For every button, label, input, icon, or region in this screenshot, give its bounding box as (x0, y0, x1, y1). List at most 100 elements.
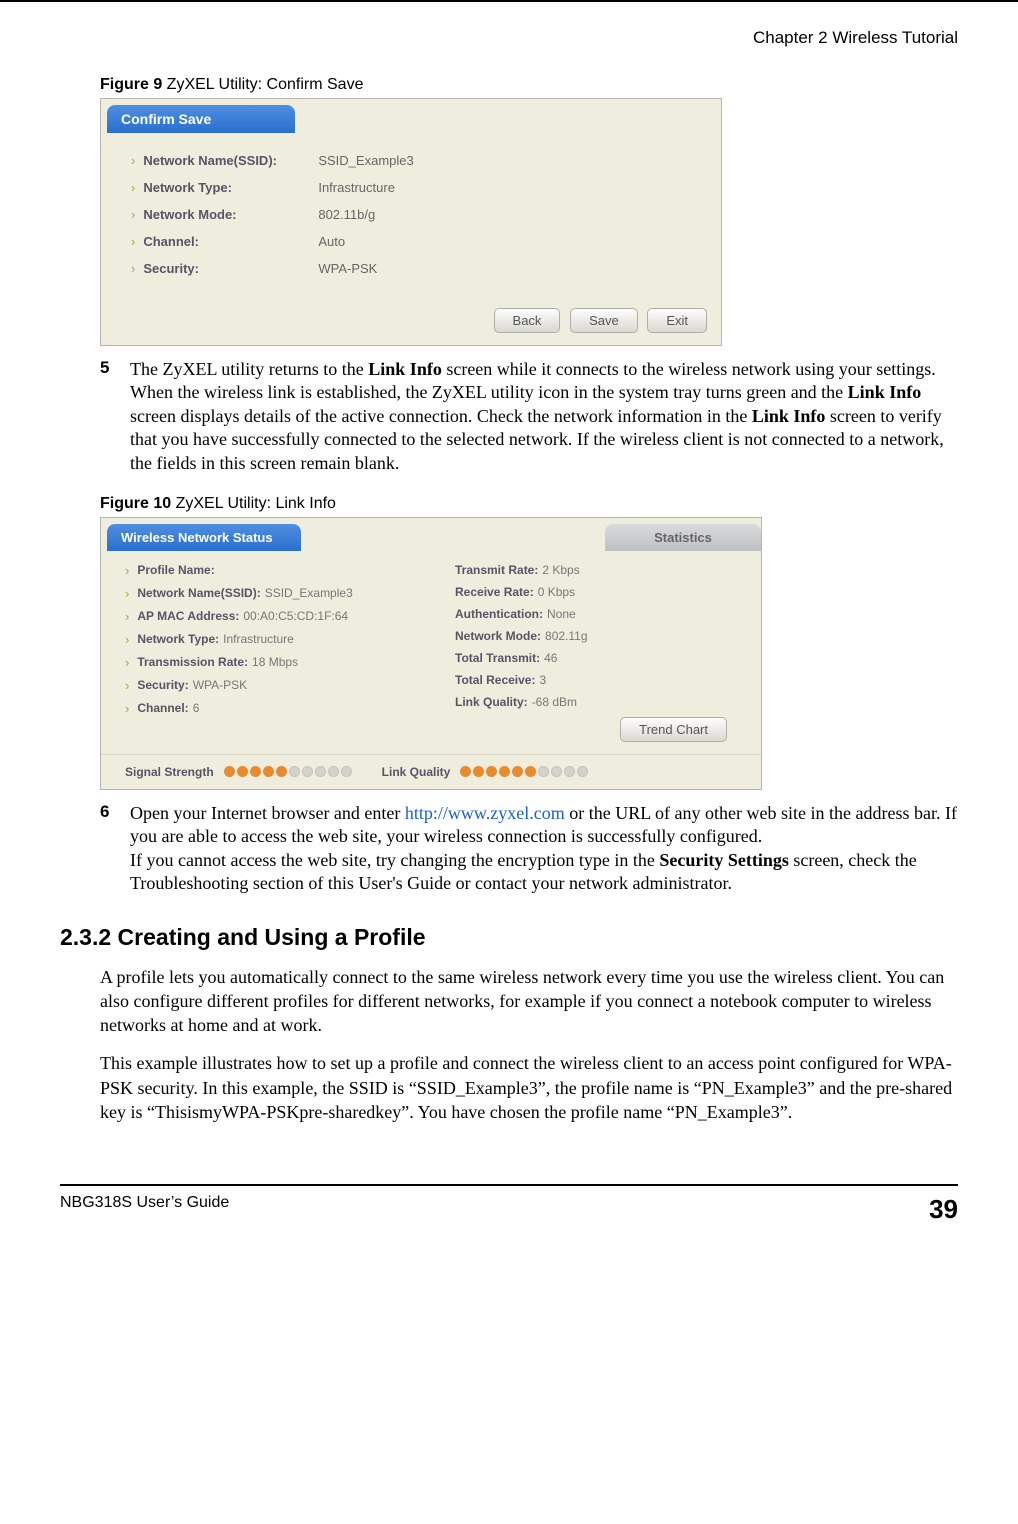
link-quality-label: Link Quality (382, 765, 451, 779)
field-row: › Security:WPA-PSK (131, 255, 711, 282)
dot-icon (276, 766, 287, 777)
confirm-save-fields: › Network Name(SSID):SSID_Example3 › Netwo… (101, 133, 721, 302)
footer-page-number: 39 (929, 1194, 958, 1225)
field-label: Network Name(SSID): (143, 153, 318, 168)
section-para-1: A profile lets you automatically connect… (100, 965, 958, 1038)
list-item: ›Security: WPA-PSK (125, 674, 455, 697)
step-number: 5 (100, 358, 130, 475)
tab-wireless-status[interactable]: Wireless Network Status (107, 524, 301, 551)
section-para-2: This example illustrates how to set up a… (100, 1051, 958, 1124)
dot-icon (460, 766, 471, 777)
list-item: Network Mode: 802.11g (455, 625, 735, 647)
step-5: 5 The ZyXEL utility returns to the Link … (100, 358, 958, 475)
dot-icon (224, 766, 235, 777)
list-item: Link Quality: -68 dBm (455, 691, 735, 713)
signal-quality-row: Signal Strength Link Quality (101, 754, 761, 789)
dot-icon (564, 766, 575, 777)
dot-icon (250, 766, 261, 777)
link-quality-dots (460, 766, 588, 777)
figure10-caption: Figure 10 ZyXEL Utility: Link Info (100, 495, 958, 513)
section-heading-232: 2.3.2 Creating and Using a Profile (60, 924, 958, 951)
chevron-icon: › (125, 609, 129, 624)
list-item: ›Network Name(SSID): SSID_Example3 (125, 582, 455, 605)
field-label: Channel: (143, 234, 318, 249)
figure9-caption-rest: ZyXEL Utility: Confirm Save (162, 76, 363, 93)
figure10-caption-bold: Figure 10 (100, 495, 171, 512)
chevron-icon: › (131, 261, 135, 276)
field-row: › Network Name(SSID):SSID_Example3 (131, 147, 711, 174)
field-value: 802.11b/g (318, 207, 375, 222)
chevron-icon: › (125, 655, 129, 670)
dot-icon (499, 766, 510, 777)
link-info-panel: Wireless Network Status Statistics ›Prof… (100, 517, 762, 790)
save-button[interactable]: Save (570, 308, 638, 333)
chevron-icon: › (125, 701, 129, 716)
step-5-body: The ZyXEL utility returns to the Link In… (130, 358, 958, 475)
field-value: WPA-PSK (318, 261, 377, 276)
confirm-save-dialog: Confirm Save › Network Name(SSID):SSID_Ex… (100, 98, 722, 346)
dot-icon (538, 766, 549, 777)
list-item: Transmit Rate: 2 Kbps (455, 559, 735, 581)
signal-strength-dots (224, 766, 352, 777)
chevron-icon: › (131, 180, 135, 195)
dot-icon (341, 766, 352, 777)
list-item: ›AP MAC Address: 00:A0:C5:CD:1F:64 (125, 605, 455, 628)
field-row: › Network Mode:802.11b/g (131, 201, 711, 228)
dot-icon (328, 766, 339, 777)
dot-icon (512, 766, 523, 777)
tab-statistics[interactable]: Statistics (605, 524, 761, 551)
chapter-header: Chapter 2 Wireless Tutorial (60, 28, 958, 48)
dot-icon (551, 766, 562, 777)
figure9-caption-bold: Figure 9 (100, 76, 162, 93)
dot-icon (577, 766, 588, 777)
chevron-icon: › (125, 586, 129, 601)
statistics-fields: Transmit Rate: 2 Kbps Receive Rate: 0 Kb… (455, 559, 735, 746)
link-info-tabs: Wireless Network Status Statistics (101, 518, 761, 551)
dot-icon (315, 766, 326, 777)
dot-icon (486, 766, 497, 777)
signal-strength-label: Signal Strength (125, 765, 214, 779)
list-item: ›Transmission Rate: 18 Mbps (125, 651, 455, 674)
field-row: › Channel:Auto (131, 228, 711, 255)
chevron-icon: › (125, 678, 129, 693)
list-item: Receive Rate: 0 Kbps (455, 581, 735, 603)
back-button[interactable]: Back (494, 308, 561, 333)
list-item: ›Network Type: Infrastructure (125, 628, 455, 651)
dot-icon (525, 766, 536, 777)
dot-icon (302, 766, 313, 777)
field-value: SSID_Example3 (318, 153, 413, 168)
chevron-icon: › (125, 563, 129, 578)
button-row: Back Save Exit (101, 302, 721, 345)
trend-chart-button[interactable]: Trend Chart (620, 717, 727, 742)
field-value: Infrastructure (318, 180, 395, 195)
footer-guide-name: NBG318S User’s Guide (60, 1194, 229, 1225)
list-item: ›Profile Name: (125, 559, 455, 582)
step-6: 6 Open your Internet browser and enter h… (100, 802, 958, 896)
zyxel-link[interactable]: http://www.zyxel.com (405, 803, 565, 823)
step-6-body: Open your Internet browser and enter htt… (130, 802, 958, 896)
list-item: Authentication: None (455, 603, 735, 625)
list-item: ›Channel: 6 (125, 697, 455, 720)
chevron-icon: › (131, 153, 135, 168)
list-item: Total Transmit: 46 (455, 647, 735, 669)
step-number: 6 (100, 802, 130, 896)
dot-icon (289, 766, 300, 777)
exit-button[interactable]: Exit (647, 308, 707, 333)
confirm-save-titlebar: Confirm Save (107, 105, 295, 133)
field-label: Network Type: (143, 180, 318, 195)
field-label: Network Mode: (143, 207, 318, 222)
figure9-caption: Figure 9 ZyXEL Utility: Confirm Save (100, 76, 958, 94)
chevron-icon: › (131, 207, 135, 222)
field-label: Security: (143, 261, 318, 276)
dot-icon (263, 766, 274, 777)
list-item: Total Receive: 3 (455, 669, 735, 691)
figure10-caption-rest: ZyXEL Utility: Link Info (171, 495, 336, 512)
field-value: Auto (318, 234, 345, 249)
dot-icon (237, 766, 248, 777)
page-footer: NBG318S User’s Guide 39 (60, 1184, 958, 1245)
chevron-icon: › (125, 632, 129, 647)
field-row: › Network Type:Infrastructure (131, 174, 711, 201)
chevron-icon: › (131, 234, 135, 249)
dot-icon (473, 766, 484, 777)
wireless-status-fields: ›Profile Name: ›Network Name(SSID): SSID… (125, 559, 455, 746)
